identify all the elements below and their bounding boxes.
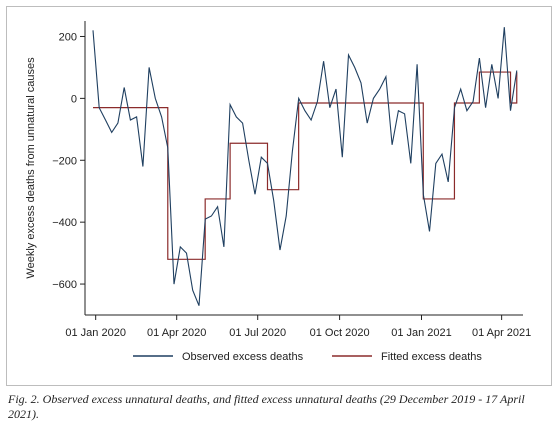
y-axis-title: Weekly excess deaths from unnatural caus…	[25, 57, 37, 279]
chart: 200 0 −200 −400 −600 01 Jan 2020 01 Apr 2020 01…	[25, 21, 531, 363]
figure-caption: Fig. 2. Observed excess unnatural deaths…	[8, 392, 525, 421]
legend-label: Fitted excess deaths	[381, 351, 482, 363]
x-tick-label: 01 Apr 2020	[147, 327, 206, 339]
y-tick-label: −600	[52, 279, 77, 291]
y-tick-label: −200	[52, 155, 77, 167]
x-tick-label: 01 Jul 2020	[229, 327, 286, 339]
y-tick-label: 200	[59, 31, 77, 43]
fitted-series-line	[93, 71, 518, 260]
x-tick-label: 01 Jan 2020	[65, 327, 126, 339]
legend-label: Observed excess deaths	[182, 351, 304, 363]
figure-frame: 200 0 −200 −400 −600 01 Jan 2020 01 Apr 2020 01…	[6, 6, 552, 386]
y-tick-label: −400	[52, 217, 77, 229]
y-tick-label: 0	[71, 93, 77, 105]
x-tick-label: 01 Jan 2021	[391, 327, 452, 339]
x-tick-label: 01 Apr 2021	[472, 327, 531, 339]
x-tick-label: 01 Oct 2020	[310, 327, 370, 339]
observed-series-line	[92, 27, 518, 306]
